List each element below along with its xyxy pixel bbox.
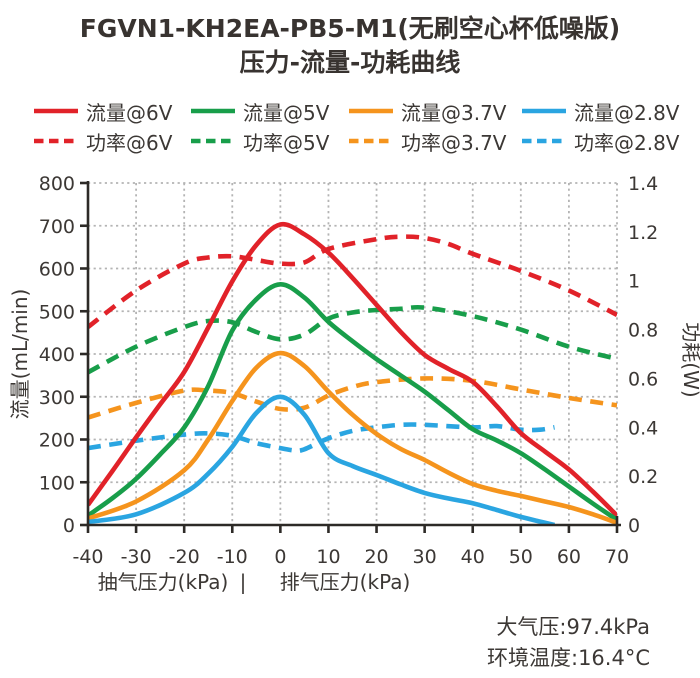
- legend-swatch-flow_2_8v: [522, 108, 566, 114]
- x-tick-label-50: 50: [509, 546, 533, 568]
- curve-power_3_7v: [88, 376, 617, 420]
- grid-group: [88, 182, 618, 525]
- x-tick-label-40: 40: [461, 546, 485, 568]
- x-tick-label-0: 0: [274, 546, 286, 568]
- axes-group: [80, 181, 621, 533]
- footnote: 大气压:97.4kPa 环境温度:16.4°C: [487, 612, 650, 674]
- legend-swatch-flow_6v: [34, 108, 78, 114]
- legend-label-power_3_7v: 功率@3.7V: [401, 130, 507, 155]
- y-axis-label-flow: 流量(mL/min): [8, 289, 32, 420]
- y-left-tick-label-700: 700: [39, 216, 75, 238]
- x-tick-label--10: -10: [217, 546, 248, 568]
- legend-swatch-flow_5v: [191, 108, 235, 114]
- x-tick-label--20: -20: [169, 546, 200, 568]
- x-tick-label-20: 20: [364, 546, 388, 568]
- y-axis-label-power: 功耗(W): [679, 322, 700, 397]
- y-left-tick-label-0: 0: [63, 515, 75, 537]
- x-tick-label--30: -30: [121, 546, 152, 568]
- x-tick-label-60: 60: [557, 546, 581, 568]
- legend-swatch-power_5v: [191, 138, 235, 144]
- legend-item-flow_3_7v: 流量@3.7V: [348, 96, 521, 126]
- legend-label-flow_5v: 流量@5V: [243, 100, 330, 125]
- tick-labels-group: -40 -30 -20 -10 0 10 20 30 40 50 60 700100200300400…: [39, 173, 658, 568]
- legend-label-flow_6v: 流量@6V: [86, 100, 173, 125]
- y-right-tick-label-0: 0: [628, 515, 640, 537]
- curves-group: [88, 221, 617, 526]
- legend-item-flow_6v: 流量@6V: [33, 96, 190, 126]
- curve-flow_2_8v: [88, 394, 556, 526]
- legend-swatch-flow_3_7v: [349, 108, 393, 114]
- y-left-tick-label-600: 600: [39, 259, 75, 281]
- legend: 流量@6V 流量@5V 流量@3.7V 流量@2.8V 功率@6V 功率@5V 功率@3.7…: [33, 96, 693, 156]
- chart-model-title: FGVN1-KH2EA-PB5-M1(无刷空心杯低噪版): [79, 14, 621, 43]
- legend-label-power_6v: 功率@6V: [86, 130, 173, 155]
- footnote-atmospheric-pressure: 大气压:97.4kPa: [496, 615, 650, 639]
- curve-power_5v: [88, 304, 617, 375]
- y-right-tick-label-0_6: 0.6: [628, 368, 658, 390]
- y-right-tick-label-1_2: 1.2: [628, 222, 658, 244]
- legend-swatch-power_3_7v: [349, 138, 393, 144]
- legend-item-power_3_7v: 功率@3.7V: [348, 126, 521, 156]
- y-left-tick-label-800: 800: [39, 173, 75, 195]
- y-left-tick-label-200: 200: [39, 430, 75, 452]
- y-right-tick-label-0_2: 0.2: [628, 466, 658, 488]
- chart-subtitle: 压力-流量-功耗曲线: [239, 48, 461, 77]
- legend-label-flow_2_8v: 流量@2.8V: [574, 100, 680, 125]
- legend-label-power_5v: 功率@5V: [243, 130, 330, 155]
- y-left-tick-label-500: 500: [39, 301, 75, 323]
- curve-power_6v: [88, 234, 617, 329]
- y-left-tick-label-400: 400: [39, 344, 75, 366]
- y-right-tick-label-1_4: 1.4: [628, 173, 658, 195]
- x-tick-label-10: 10: [316, 546, 340, 568]
- x-tick-label-30: 30: [413, 546, 437, 568]
- x-tick-label--40: -40: [72, 546, 103, 568]
- y-right-tick-label-0_4: 0.4: [628, 417, 658, 439]
- footnote-ambient-temperature: 环境温度:16.4°C: [487, 646, 650, 670]
- x-tick-label-70: 70: [605, 546, 629, 568]
- legend-item-flow_5v: 流量@5V: [190, 96, 348, 126]
- y-left-tick-label-100: 100: [39, 472, 75, 494]
- y-right-tick-label-0_8: 0.8: [628, 320, 658, 342]
- curve-flow_3_7v: [88, 350, 617, 526]
- legend-item-flow_2_8v: 流量@2.8V: [521, 96, 693, 126]
- legend-item-power_5v: 功率@5V: [190, 126, 348, 156]
- curve-flow_5v: [88, 282, 617, 522]
- curve-flow_6v: [88, 221, 617, 518]
- legend-label-power_2_8v: 功率@2.8V: [574, 130, 680, 155]
- x-axis-label-exhaust: 排气压力(kPa): [280, 570, 411, 594]
- legend-item-power_6v: 功率@6V: [33, 126, 190, 156]
- title-block: FGVN1-KH2EA-PB5-M1(无刷空心杯低噪版) 压力-流量-功耗曲线: [0, 12, 700, 80]
- x-axis-label-suction: 抽气压力(kPa): [98, 570, 229, 594]
- legend-item-power_2_8v: 功率@2.8V: [521, 126, 693, 156]
- y-right-tick-label-1: 1: [628, 271, 640, 293]
- x-axis-label-separator: |: [240, 570, 247, 594]
- legend-swatch-power_2_8v: [522, 138, 566, 144]
- curve-power_2_8v: [88, 422, 555, 454]
- y-left-tick-label-300: 300: [39, 387, 75, 409]
- legend-swatch-power_6v: [34, 138, 78, 144]
- legend-label-flow_3_7v: 流量@3.7V: [401, 100, 507, 125]
